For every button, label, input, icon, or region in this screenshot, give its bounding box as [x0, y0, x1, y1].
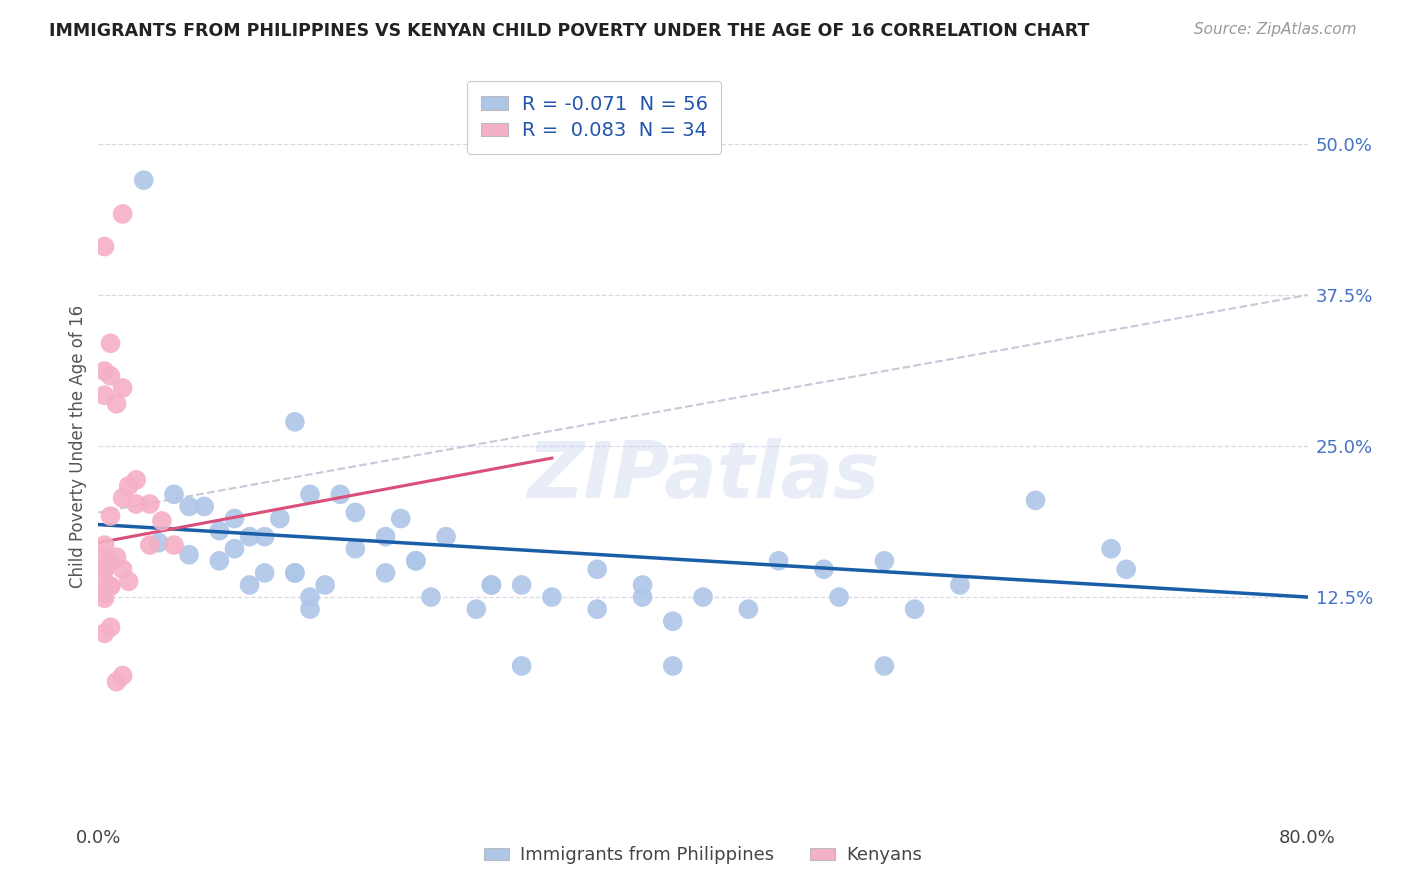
- Point: [434, 530, 457, 544]
- Point: [1115, 562, 1137, 576]
- Point: [179, 500, 201, 514]
- Point: [163, 538, 186, 552]
- Point: [105, 674, 128, 689]
- Point: [111, 491, 134, 505]
- Point: [828, 590, 851, 604]
- Point: [118, 574, 141, 589]
- Point: [193, 500, 215, 514]
- Point: [344, 541, 367, 556]
- Point: [1024, 493, 1046, 508]
- Point: [405, 554, 427, 568]
- Text: ZIPatlas: ZIPatlas: [527, 438, 879, 514]
- Point: [224, 541, 246, 556]
- Point: [269, 511, 291, 525]
- Point: [105, 550, 128, 565]
- Point: [405, 554, 427, 568]
- Point: [93, 364, 115, 378]
- Text: IMMIGRANTS FROM PHILIPPINES VS KENYAN CHILD POVERTY UNDER THE AGE OF 16 CORRELAT: IMMIGRANTS FROM PHILIPPINES VS KENYAN CH…: [49, 22, 1090, 40]
- Point: [100, 368, 122, 383]
- Point: [93, 388, 115, 402]
- Point: [100, 336, 122, 351]
- Point: [208, 524, 231, 538]
- Point: [139, 538, 162, 552]
- Point: [93, 562, 115, 576]
- Point: [299, 602, 322, 616]
- Point: [93, 591, 115, 606]
- Point: [481, 578, 503, 592]
- Point: [111, 381, 134, 395]
- Text: Source: ZipAtlas.com: Source: ZipAtlas.com: [1194, 22, 1357, 37]
- Point: [586, 562, 609, 576]
- Point: [148, 535, 170, 549]
- Point: [118, 479, 141, 493]
- Point: [344, 506, 367, 520]
- Point: [813, 562, 835, 576]
- Point: [768, 554, 790, 568]
- Point: [284, 415, 307, 429]
- Point: [93, 562, 115, 576]
- Point: [100, 579, 122, 593]
- Point: [93, 586, 115, 600]
- Point: [93, 239, 115, 253]
- Point: [374, 530, 396, 544]
- Point: [737, 602, 759, 616]
- Point: [239, 530, 262, 544]
- Point: [661, 659, 683, 673]
- Point: [586, 602, 609, 616]
- Point: [299, 590, 322, 604]
- Point: [314, 578, 336, 592]
- Point: [692, 590, 714, 604]
- Point: [100, 509, 122, 524]
- Point: [873, 554, 896, 568]
- Point: [93, 574, 115, 589]
- Point: [239, 578, 262, 592]
- Point: [1099, 541, 1122, 556]
- Point: [465, 602, 488, 616]
- Point: [873, 659, 896, 673]
- Point: [224, 511, 246, 525]
- Point: [93, 550, 115, 565]
- Point: [420, 590, 443, 604]
- Point: [299, 487, 322, 501]
- Point: [111, 207, 134, 221]
- Point: [139, 497, 162, 511]
- Point: [179, 548, 201, 562]
- Point: [93, 538, 115, 552]
- Point: [111, 562, 134, 576]
- Point: [631, 578, 654, 592]
- Y-axis label: Child Poverty Under the Age of 16: Child Poverty Under the Age of 16: [69, 304, 87, 588]
- Point: [389, 511, 412, 525]
- Point: [949, 578, 972, 592]
- Point: [253, 530, 276, 544]
- Point: [105, 397, 128, 411]
- Point: [253, 566, 276, 580]
- Legend: Immigrants from Philippines, Kenyans: Immigrants from Philippines, Kenyans: [477, 839, 929, 871]
- Point: [132, 173, 155, 187]
- Point: [904, 602, 927, 616]
- Point: [329, 487, 352, 501]
- Point: [481, 578, 503, 592]
- Point: [540, 590, 562, 604]
- Point: [631, 590, 654, 604]
- Point: [111, 668, 134, 682]
- Point: [510, 578, 533, 592]
- Point: [208, 554, 231, 568]
- Point: [100, 620, 122, 634]
- Point: [93, 626, 115, 640]
- Point: [150, 514, 173, 528]
- Point: [100, 579, 122, 593]
- Point: [374, 566, 396, 580]
- Point: [510, 659, 533, 673]
- Point: [284, 566, 307, 580]
- Point: [125, 473, 148, 487]
- Point: [284, 566, 307, 580]
- Point: [125, 497, 148, 511]
- Point: [661, 614, 683, 628]
- Point: [163, 487, 186, 501]
- Point: [100, 555, 122, 569]
